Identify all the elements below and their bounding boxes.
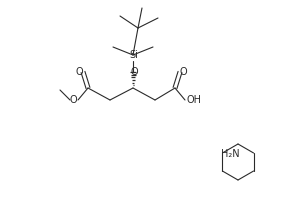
Text: O: O [75,67,83,77]
Text: OH: OH [186,95,201,105]
Text: H₂N: H₂N [221,149,239,159]
Text: O: O [130,67,138,77]
Text: O: O [179,67,187,77]
Text: O: O [69,95,77,105]
Text: Si: Si [130,50,138,60]
